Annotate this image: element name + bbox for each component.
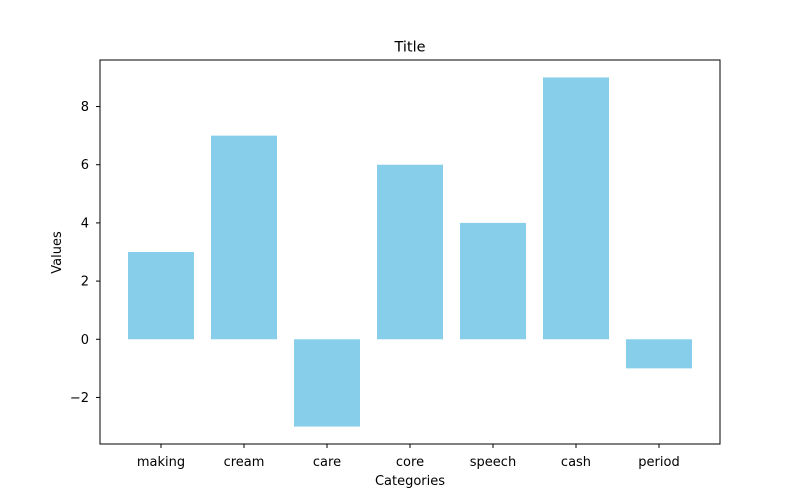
x-axis: making cream care core speech cash period <box>137 444 680 470</box>
bar-period <box>626 339 692 369</box>
y-tick-label-0: 0 <box>81 333 89 348</box>
y-tick-label-6: 6 <box>81 158 89 173</box>
bar-speech <box>460 222 526 340</box>
y-tick-label-2: 2 <box>81 275 89 290</box>
bar-cream <box>211 135 277 340</box>
x-tick-label-speech: speech <box>470 455 516 470</box>
bar-making <box>128 252 194 340</box>
y-tick-label-4: 4 <box>81 216 89 231</box>
x-tick-label-cream: cream <box>224 455 265 470</box>
y-tick-label--2: −2 <box>70 391 89 406</box>
x-axis-label: Categories <box>375 474 445 489</box>
x-tick-label-core: core <box>396 455 424 470</box>
x-tick-label-period: period <box>638 455 679 470</box>
y-tick-label-8: 8 <box>81 100 89 115</box>
y-axis: −2 0 2 4 6 8 <box>70 100 100 406</box>
bar-cash <box>543 77 609 340</box>
bar-care <box>294 339 360 427</box>
bars-group <box>128 77 692 427</box>
x-tick-label-cash: cash <box>561 455 591 470</box>
chart-title: Title <box>393 40 425 56</box>
x-tick-label-making: making <box>137 455 185 470</box>
plot-frame <box>99 59 721 445</box>
x-tick-label-care: care <box>313 455 341 470</box>
bar-core <box>377 164 443 340</box>
y-axis-label: Values <box>50 231 65 274</box>
